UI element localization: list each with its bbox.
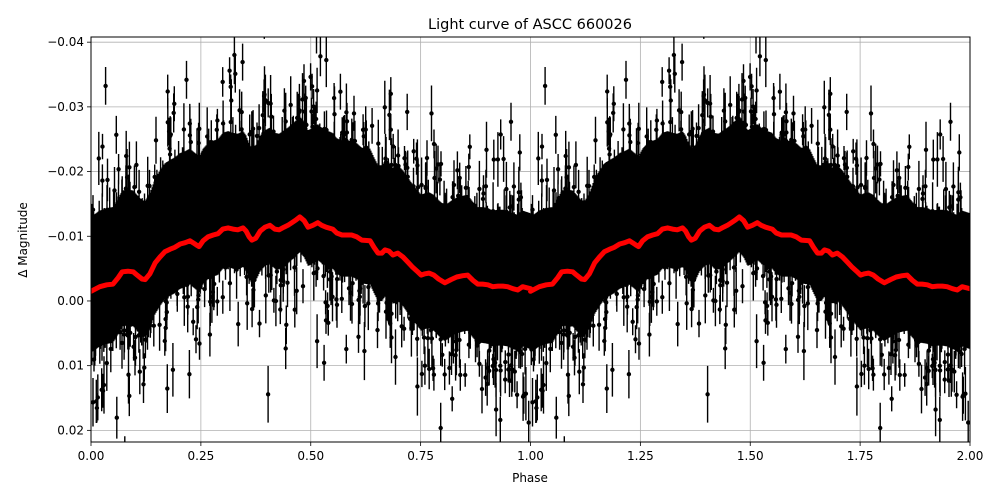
- x-tick-label: 0.50: [297, 449, 324, 463]
- x-tick-label: 1.75: [847, 449, 874, 463]
- x-tick-label: 2.00: [957, 449, 984, 463]
- x-tick-label: 0.25: [188, 449, 215, 463]
- y-tick-label: 0.01: [57, 359, 84, 373]
- y-tick-label: −0.02: [47, 165, 84, 179]
- x-axis-ticks: 0.00 0.25 0.50 0.75 1.00 1.25 1.50 1.75 2.00: [78, 442, 984, 463]
- chart-title: Light curve of ASCC 660026: [428, 17, 632, 33]
- y-tick-label: 0.02: [57, 423, 84, 437]
- y-axis-ticks: −0.04 −0.03 −0.02 −0.01 0.00 0.01 0.02: [47, 35, 91, 437]
- binned-mean-line: [91, 214, 970, 294]
- y-tick-label: −0.04: [47, 35, 84, 49]
- x-axis-label: Phase: [512, 471, 548, 485]
- y-tick-label: −0.01: [47, 229, 84, 243]
- x-tick-label: 1.00: [517, 449, 544, 463]
- y-tick-label: 0.00: [57, 294, 84, 308]
- x-tick-label: 1.25: [627, 449, 654, 463]
- observations-errorbars: [91, 37, 970, 442]
- x-tick-label: 1.50: [737, 449, 764, 463]
- x-tick-label: 0.00: [78, 449, 105, 463]
- y-tick-label: −0.03: [47, 100, 84, 114]
- y-axis-label: Δ Magnitude: [16, 202, 30, 278]
- x-tick-label: 0.75: [407, 449, 434, 463]
- plot-area: [90, 37, 971, 442]
